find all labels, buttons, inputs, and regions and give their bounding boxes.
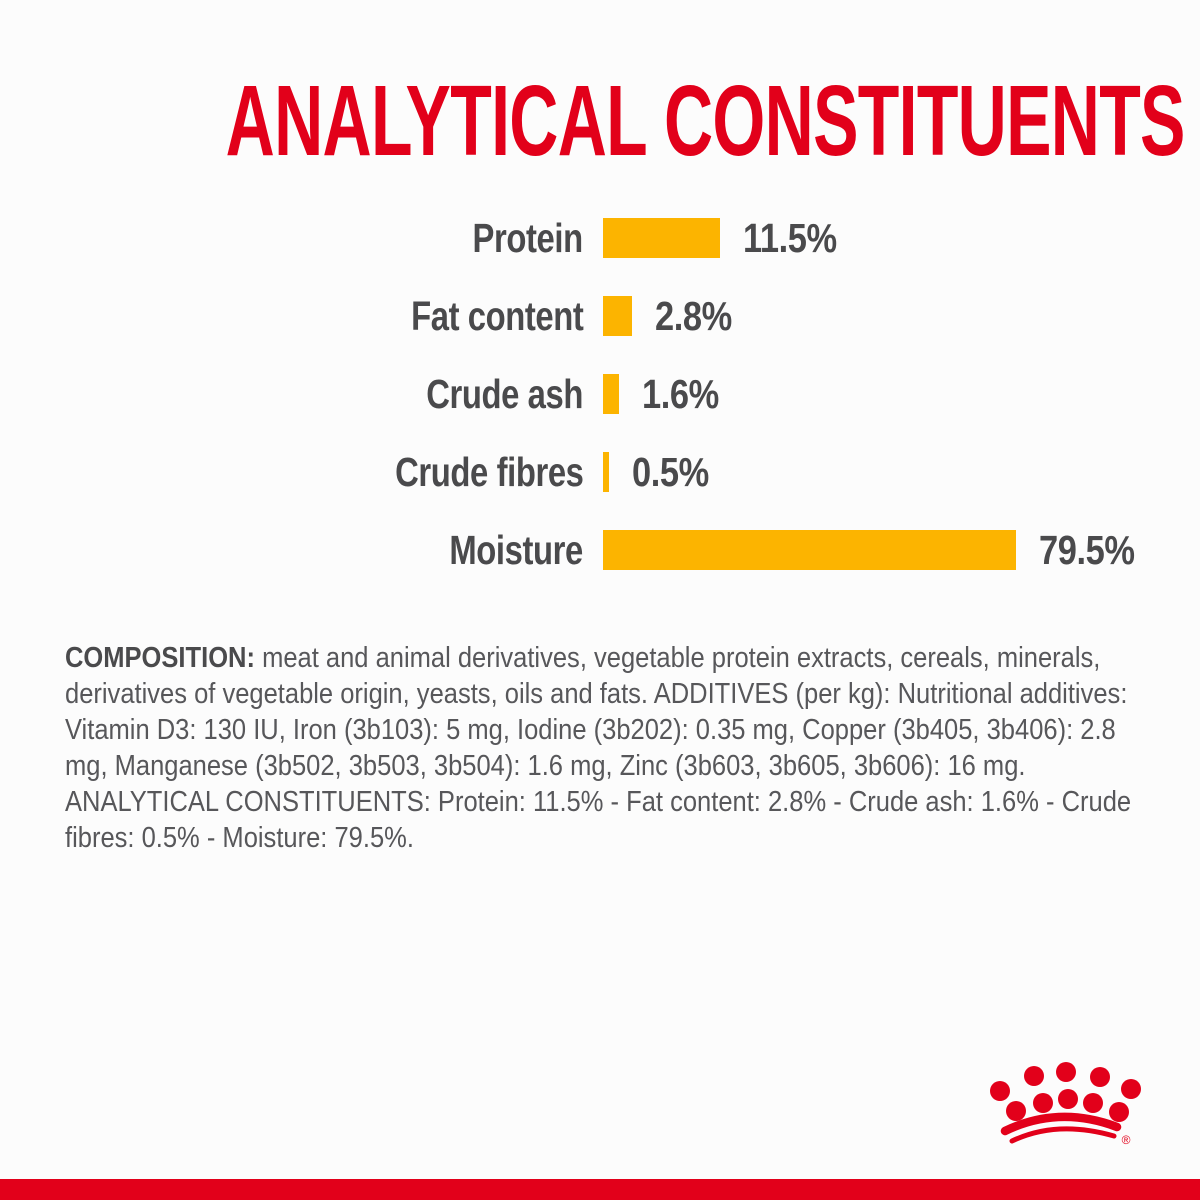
bar-category-label: Crude ash bbox=[0, 371, 583, 418]
bar-segment bbox=[603, 218, 720, 258]
composition-heading: COMPOSITION: bbox=[65, 642, 255, 674]
bar-category-label: Fat content bbox=[0, 292, 584, 340]
bar-value-label: 11.5% bbox=[743, 215, 855, 262]
bar-value-text: 11.5% bbox=[743, 214, 837, 261]
royal-canin-crown-logo: ® bbox=[990, 1062, 1141, 1147]
bar-segment bbox=[603, 452, 609, 492]
bar-category-label: Protein bbox=[0, 214, 584, 262]
composition-paragraph: COMPOSITION: meat and animal derivatives… bbox=[65, 640, 1143, 856]
chart-row-protein: Protein 11.5% bbox=[0, 199, 1200, 277]
bar-category-label-text: Fat content bbox=[410, 292, 584, 339]
bar-value-text: 2.8% bbox=[655, 292, 732, 339]
bar-segment bbox=[603, 530, 1016, 570]
bar-segment bbox=[603, 374, 619, 414]
bar-category-label-text: Crude fibres bbox=[394, 448, 584, 495]
bar-value-label: 0.5% bbox=[632, 449, 723, 496]
chart-row-fat-content: Fat content 2.8% bbox=[0, 277, 1200, 355]
bar-category-label: Crude fibres bbox=[0, 448, 584, 496]
bar-value-text: 79.5% bbox=[1039, 526, 1135, 573]
page-title: ANALYTICAL CONSTITUENTS bbox=[0, 64, 1200, 179]
footer-red-band bbox=[0, 1179, 1200, 1200]
bar-value-label: 1.6% bbox=[642, 371, 733, 418]
bar-value-text: 0.5% bbox=[632, 448, 709, 495]
bar-category-label: Moisture bbox=[0, 526, 584, 574]
registered-trademark-icon: ® bbox=[1122, 1133, 1131, 1147]
bar-value-text: 1.6% bbox=[642, 370, 719, 417]
bar-category-label-text: Protein bbox=[472, 214, 584, 261]
bar-value-label: 2.8% bbox=[655, 293, 746, 340]
chart-row-crude-fibres: Crude fibres 0.5% bbox=[0, 433, 1200, 511]
bar-category-label-text: Crude ash bbox=[426, 370, 583, 417]
chart-row-moisture: Moisture 79.5% bbox=[0, 511, 1200, 589]
page-title-text: ANALYTICAL CONSTITUENTS bbox=[225, 65, 1186, 177]
crown-dots bbox=[990, 1062, 1141, 1122]
chart-row-crude-ash: Crude ash 1.6% bbox=[0, 355, 1200, 433]
analytical-constituents-bar-chart: Protein 11.5% Fat content 2.8% Crude ash 1.6%… bbox=[0, 199, 1200, 589]
bar-category-label-text: Moisture bbox=[449, 526, 584, 573]
composition-body: meat and animal derivatives, vegetable p… bbox=[65, 642, 1132, 854]
crown-arcs bbox=[1000, 1112, 1122, 1144]
bar-value-label: 79.5% bbox=[1039, 527, 1153, 574]
bar-segment bbox=[603, 296, 632, 336]
